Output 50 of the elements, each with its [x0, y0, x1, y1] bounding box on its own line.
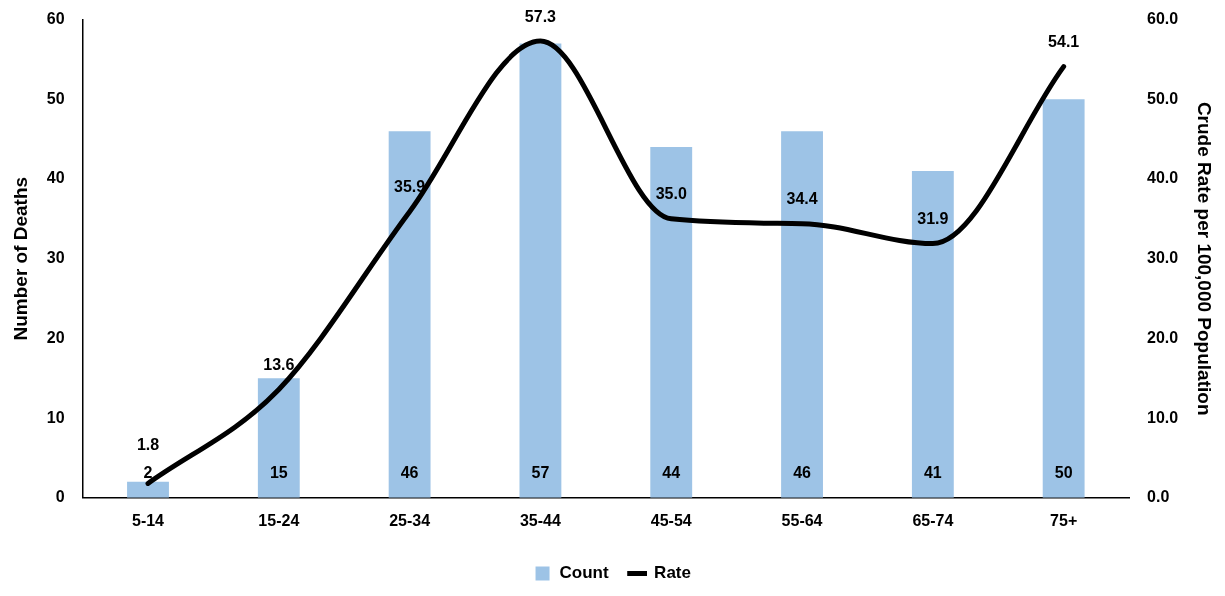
data-label: 44 — [662, 464, 681, 482]
y-tick-label: 0 — [55, 488, 65, 506]
y-axis-title: Number of Deaths — [9, 176, 31, 341]
y2-tick-label: 60.0 — [1147, 10, 1179, 28]
y2-tick-label: 20.0 — [1147, 328, 1179, 346]
y2-tick-label: 0.0 — [1147, 488, 1170, 506]
legend-label: Count — [559, 563, 609, 583]
y-tick-label: 10 — [46, 408, 65, 426]
x-tick-label: 35-44 — [519, 511, 561, 529]
y-tick-label: 60 — [46, 10, 65, 28]
y2-tick-label: 50.0 — [1147, 89, 1179, 107]
bar — [650, 147, 693, 498]
legend-label: Rate — [654, 563, 691, 583]
x-tick-label: 15-24 — [258, 511, 300, 529]
bar — [1042, 99, 1085, 498]
data-label: 54.1 — [1048, 33, 1080, 51]
data-label: 31.9 — [917, 209, 949, 227]
data-label: 41 — [923, 464, 942, 482]
y-tick-label: 30 — [46, 249, 65, 267]
bar — [911, 171, 954, 498]
x-tick-label: 55-64 — [781, 511, 823, 529]
data-label: 50 — [1054, 464, 1073, 482]
x-tick-label: 25-34 — [389, 511, 431, 529]
x-tick-label: 65-74 — [912, 511, 954, 529]
data-label: 2 — [143, 464, 153, 482]
data-label: 57 — [531, 464, 550, 482]
x-tick-label: 45-54 — [650, 511, 692, 529]
y2-tick-label: 30.0 — [1147, 249, 1179, 267]
data-label: 1.8 — [136, 436, 160, 454]
data-label: 46 — [400, 464, 419, 482]
y2-tick-label: 10.0 — [1147, 408, 1179, 426]
bar — [519, 43, 562, 498]
data-label: 13.6 — [263, 355, 295, 373]
data-label: 46 — [793, 464, 812, 482]
data-label: 35.0 — [655, 185, 687, 203]
x-tick-label: 75+ — [1050, 511, 1078, 529]
bar — [781, 131, 823, 498]
data-label: 35.9 — [394, 178, 426, 196]
y2-axis-title: Crude Rate per 100,000 Population — [1194, 101, 1216, 416]
y-tick-label: 40 — [46, 169, 65, 187]
y-tick-label: 50 — [46, 89, 65, 107]
y2-tick-label: 40.0 — [1147, 169, 1179, 187]
bar — [388, 131, 431, 498]
data-label: 15 — [269, 464, 288, 482]
y-tick-label: 20 — [46, 328, 65, 346]
bar — [257, 378, 300, 498]
data-label: 57.3 — [524, 7, 557, 25]
data-label: 34.4 — [786, 190, 818, 208]
x-tick-label: 5-14 — [131, 511, 165, 529]
bar — [127, 481, 169, 498]
